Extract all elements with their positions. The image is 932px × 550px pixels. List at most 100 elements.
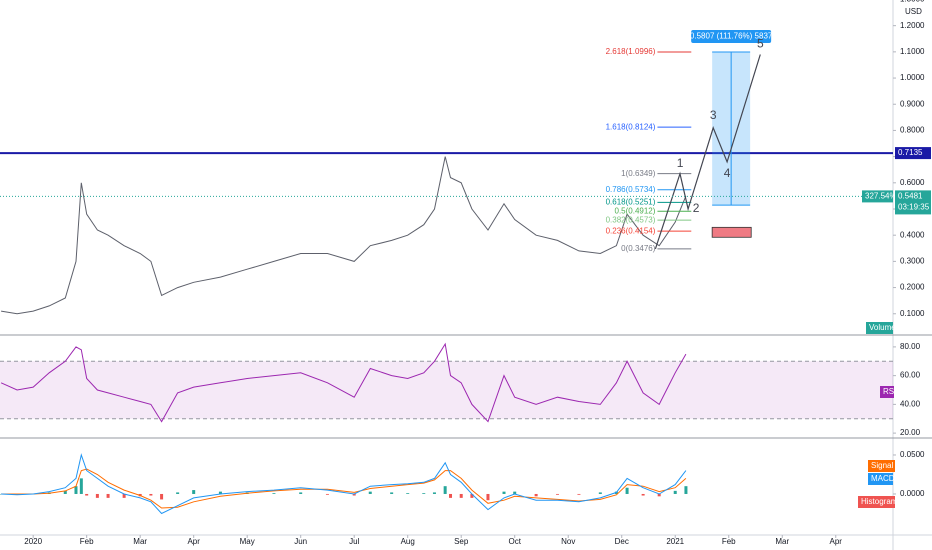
histogram-bar (176, 492, 180, 494)
legend-label-bg (868, 460, 895, 472)
histogram-bar (325, 493, 329, 495)
histogram-bar (63, 490, 67, 494)
rsi-label-bg (880, 386, 894, 398)
legend-label: Signal (871, 461, 893, 470)
last-price-label: 0.5481 (898, 192, 923, 201)
histogram-bar (443, 486, 447, 494)
x-tick-label: Apr (187, 537, 200, 546)
legend-label: MACD (871, 474, 895, 483)
histogram-bar (122, 493, 126, 498)
x-tick-label: Feb (722, 537, 736, 546)
x-tick-label: Apr (830, 537, 843, 546)
fib-label: 0.382(0.4573) (606, 215, 656, 224)
x-tick-label: Oct (508, 537, 521, 546)
histogram-bar (598, 492, 602, 494)
y-tick-label: 80.00 (900, 342, 921, 351)
fib-label: 0(0.3476) (621, 244, 656, 253)
y-tick-label: 0.9000 (900, 99, 925, 108)
histogram-bar (459, 493, 463, 498)
histogram-bar (625, 487, 629, 494)
measure-label: 0.5807 (111.76%) 5837 (690, 32, 773, 41)
histogram-bar (432, 492, 436, 494)
last-price-bg (895, 190, 931, 215)
histogram-bar (641, 493, 645, 496)
y-tick-label: 60.00 (900, 371, 921, 380)
histogram-bar (449, 493, 453, 498)
fib-label: 0.786(0.5734) (606, 185, 656, 194)
histogram-bar (513, 491, 517, 494)
x-tick-label: Nov (561, 537, 575, 546)
y-tick-label: 0.2000 (900, 283, 925, 292)
volume-label-bg (866, 322, 893, 334)
hline-label-bg (895, 147, 931, 160)
wave-label: 1 (677, 156, 684, 170)
y-tick-label: 40.00 (900, 399, 921, 408)
histogram-bar (272, 493, 276, 494)
wave-label: 4 (724, 166, 731, 180)
histogram-bar (95, 493, 99, 498)
zone (711, 226, 752, 238)
histogram-bar (470, 493, 474, 498)
histogram-bar (79, 478, 83, 494)
wave-label: 5 (757, 37, 764, 51)
fib-label: 1(0.6349) (621, 169, 656, 178)
y-tick-label: 0.0000 (900, 489, 925, 498)
histogram-bar (534, 493, 538, 497)
histogram-bar (502, 491, 506, 494)
x-tick-label: May (240, 537, 255, 546)
histogram-bar (160, 493, 164, 500)
fib-label: 1.618(0.8124) (606, 122, 656, 131)
y-tick-label: 1.3000 (900, 0, 925, 4)
axis-unit: USD (905, 7, 922, 16)
price-line (1, 156, 687, 315)
histogram-bar (74, 486, 78, 494)
y-tick-label: 0.4000 (900, 230, 925, 239)
histogram-bar (368, 491, 372, 494)
rsi-label: RSI (883, 387, 896, 396)
histogram-bar (422, 493, 426, 494)
histogram-bar (406, 493, 410, 494)
y-tick-label: 20.00 (900, 428, 921, 437)
x-tick-label: 2020 (24, 537, 42, 546)
hline-label: 0.7135 (898, 148, 923, 157)
y-tick-label: 0.0500 (900, 450, 925, 459)
histogram-bar (577, 493, 581, 495)
histogram-bar (218, 491, 222, 494)
histogram-bar (390, 492, 394, 494)
rsi-band (0, 361, 893, 419)
fib-label: 0.236(0.4154) (606, 226, 656, 235)
x-tick-label: Mar (133, 537, 147, 546)
x-tick-label: Aug (401, 537, 415, 546)
x-tick-label: Feb (80, 537, 94, 546)
y-tick-label: 0.6000 (900, 178, 925, 187)
wave-label: 2 (693, 201, 700, 215)
macd-line (1, 453, 687, 515)
x-tick-label: 2021 (666, 537, 684, 546)
x-tick-label: Jun (294, 537, 307, 546)
y-tick-label: 1.0000 (900, 73, 925, 82)
histogram-bar (192, 490, 196, 494)
y-tick-label: 0.1000 (900, 309, 925, 318)
histogram-bar (149, 493, 153, 496)
wave-line (654, 54, 761, 250)
x-tick-label: Sep (454, 537, 469, 546)
x-tick-label: Jul (349, 537, 359, 546)
legend-label: Histogram (861, 497, 898, 506)
fib-label: 0.5(0.4912) (615, 206, 656, 215)
y-tick-label: 1.2000 (900, 21, 925, 30)
histogram-bar (684, 486, 688, 494)
countdown-label: 03:19:35 (898, 203, 930, 212)
fib-label: 0.618(0.5251) (606, 198, 656, 207)
measure-label-bg (691, 29, 772, 43)
legend-label-bg (858, 496, 895, 508)
histogram-bar (299, 492, 303, 494)
wave-label: 3 (710, 108, 717, 122)
x-tick-label: Mar (775, 537, 789, 546)
change-bg (862, 190, 893, 203)
fib-label: 2.618(1.0996) (606, 47, 656, 56)
y-tick-label: 1.1000 (900, 47, 925, 56)
histogram-bar (352, 493, 356, 496)
legend-label-bg (868, 473, 893, 485)
